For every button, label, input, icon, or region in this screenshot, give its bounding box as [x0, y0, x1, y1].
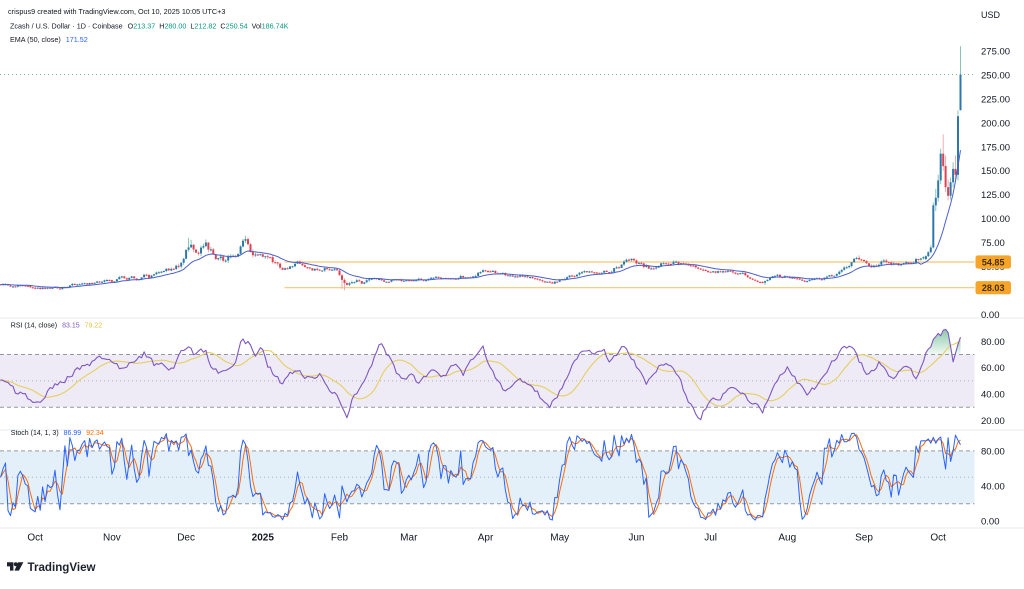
svg-text:Oct: Oct: [27, 533, 43, 544]
svg-text:Feb: Feb: [331, 533, 349, 544]
svg-text:40.00: 40.00: [981, 482, 1005, 493]
svg-text:40.00: 40.00: [981, 390, 1005, 401]
svg-text:100.00: 100.00: [981, 214, 1010, 225]
svg-text:0.00: 0.00: [981, 517, 1000, 528]
svg-text:150.00: 150.00: [981, 166, 1010, 177]
svg-text:225.00: 225.00: [981, 94, 1010, 105]
svg-text:250.00: 250.00: [981, 70, 1010, 81]
svg-text:Oct: Oct: [930, 533, 946, 544]
svg-text:Nov: Nov: [103, 533, 121, 544]
svg-text:60.00: 60.00: [981, 363, 1005, 374]
svg-text:275.00: 275.00: [981, 46, 1010, 57]
svg-text:75.00: 75.00: [981, 238, 1005, 249]
svg-text:80.00: 80.00: [981, 446, 1005, 457]
svg-text:Jul: Jul: [704, 533, 717, 544]
svg-text:54.85: 54.85: [982, 257, 1005, 267]
svg-text:28.03: 28.03: [982, 283, 1005, 293]
svg-text:Aug: Aug: [778, 533, 796, 544]
svg-text:125.00: 125.00: [981, 190, 1010, 201]
svg-text:TradingView: TradingView: [28, 561, 97, 574]
svg-text:crispus9 created with TradingV: crispus9 created with TradingView.com, O…: [8, 7, 225, 16]
svg-text:Apr: Apr: [478, 533, 494, 544]
svg-text:2025: 2025: [252, 533, 275, 544]
svg-text:Zcash / U.S. Dollar · 1D · Coi: Zcash / U.S. Dollar · 1D · Coinbase O213.…: [10, 21, 289, 30]
svg-text:175.00: 175.00: [981, 142, 1010, 153]
svg-text:Sep: Sep: [855, 533, 873, 544]
svg-text:EMA (50, close)171.52: EMA (50, close) 171.52: [10, 35, 88, 44]
svg-text:May: May: [550, 533, 569, 544]
svg-text:Dec: Dec: [177, 533, 195, 544]
svg-text:20.00: 20.00: [981, 416, 1005, 427]
svg-text:80.00: 80.00: [981, 337, 1005, 348]
svg-text:USD: USD: [981, 10, 1001, 20]
svg-text:0.00: 0.00: [981, 310, 1000, 321]
svg-text:200.00: 200.00: [981, 118, 1010, 129]
svg-text:Jun: Jun: [628, 533, 644, 544]
svg-text:Mar: Mar: [400, 533, 418, 544]
